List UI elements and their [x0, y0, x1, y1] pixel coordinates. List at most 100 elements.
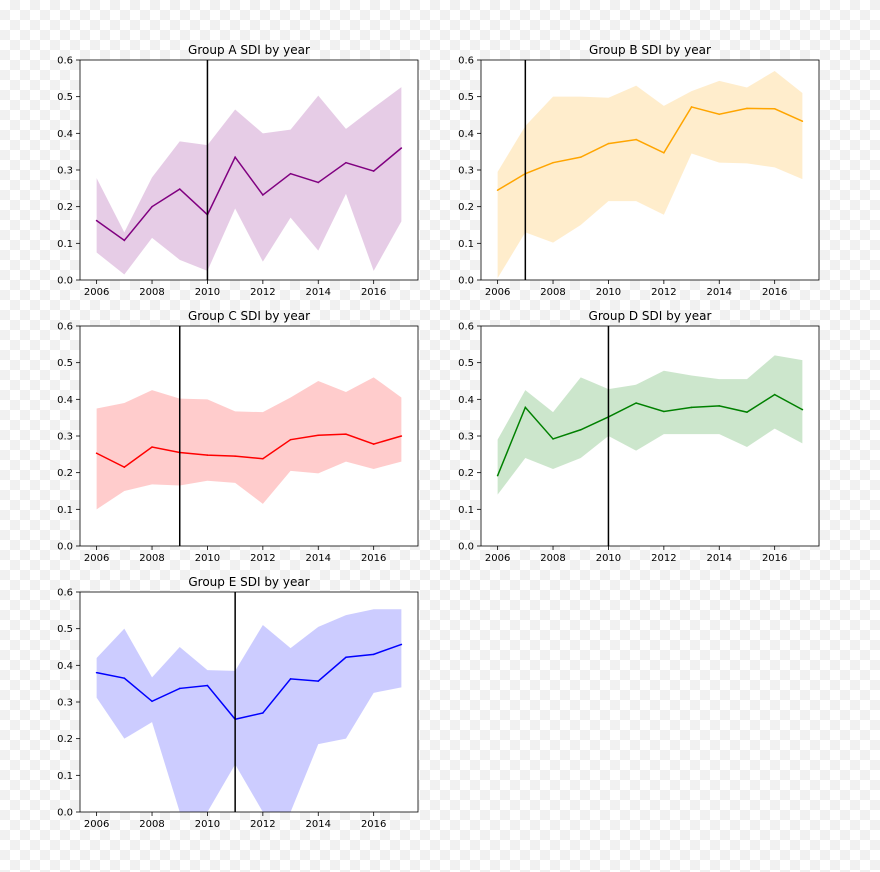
x-tick-label: 2012 [250, 553, 275, 564]
data-point [663, 151, 665, 154]
x-tick-label: 2006 [485, 287, 510, 298]
x-tick-label: 2010 [195, 819, 220, 830]
data-point [801, 408, 804, 411]
data-point [400, 435, 403, 437]
data-point [372, 653, 375, 656]
y-tick-label: 0.0 [57, 276, 73, 287]
y-tick-label: 0.5 [57, 92, 73, 103]
data-point [262, 194, 264, 196]
x-tick-label: 2012 [651, 553, 676, 564]
y-tick-label: 0.1 [57, 505, 73, 516]
data-point [400, 147, 403, 149]
x-tick-label: 2008 [139, 553, 164, 564]
data-point [524, 406, 527, 409]
data-point [206, 454, 209, 456]
y-tick-label: 0.0 [57, 808, 73, 819]
y-tick-label: 0.4 [458, 129, 474, 140]
data-point [95, 219, 98, 222]
y-tick-label: 0.5 [57, 624, 73, 635]
x-tick-label: 2010 [195, 287, 220, 298]
y-tick-label: 0.6 [57, 588, 73, 599]
data-point [690, 106, 693, 108]
x-tick-label: 2016 [762, 553, 787, 564]
y-tick-label: 0.3 [57, 166, 73, 177]
plot-area [80, 60, 418, 280]
data-point [579, 428, 582, 431]
x-tick-label: 2014 [707, 287, 732, 298]
data-point [552, 438, 554, 440]
x-tick-label: 2010 [596, 287, 621, 298]
plot-area [481, 60, 819, 280]
mean-line [96, 433, 402, 469]
x-tick-label: 2010 [195, 553, 220, 564]
y-tick-label: 0.5 [57, 358, 73, 369]
x-tick-label: 2006 [84, 553, 109, 564]
x-tick-label: 2016 [762, 287, 787, 298]
data-point [579, 156, 582, 158]
data-point [178, 687, 181, 690]
confidence-band [96, 87, 402, 275]
y-tick-label: 0.2 [458, 468, 474, 479]
data-point [773, 393, 776, 396]
chart-panel-3: 2006 2008 2010 2012 2014 2016 0.0 0.1 0.2 0.3 0.4 0… [458, 309, 820, 564]
data-point [607, 142, 610, 145]
data-point [151, 446, 153, 448]
data-point [635, 402, 637, 404]
x-tick-label: 2006 [84, 287, 109, 298]
confidence-band [497, 355, 803, 495]
data-point [289, 172, 292, 175]
data-point [663, 410, 665, 413]
x-tick-label: 2008 [540, 553, 565, 564]
data-point [635, 138, 637, 141]
y-tick-label: 0.4 [458, 395, 474, 406]
plot-area [80, 326, 418, 546]
y-tick-label: 0.1 [458, 239, 474, 250]
mean-line [497, 106, 803, 191]
mean-line [96, 147, 402, 242]
chart-panel-0: 2006 2008 2010 2012 2014 2016 0.0 0.1 0.2 0.3 0.4 0… [57, 43, 419, 298]
confidence-band [96, 377, 402, 510]
chart-title: Group C SDI by year [188, 309, 310, 323]
x-tick-label: 2014 [306, 553, 331, 564]
y-tick-label: 0.0 [458, 542, 474, 553]
data-point [151, 205, 153, 208]
y-tick-label: 0.3 [57, 698, 73, 709]
data-point [289, 438, 292, 441]
data-point [262, 712, 264, 714]
data-point [372, 443, 375, 445]
data-point [718, 405, 721, 407]
plot-area [80, 592, 418, 812]
data-point [123, 677, 126, 679]
data-point [773, 107, 776, 110]
y-tick-label: 0.4 [57, 661, 73, 672]
x-tick-label: 2006 [485, 553, 510, 564]
x-tick-label: 2012 [250, 819, 275, 830]
data-point [317, 181, 320, 184]
data-point [746, 411, 748, 413]
data-point [801, 120, 804, 123]
y-tick-label: 0.3 [57, 432, 73, 443]
y-tick-label: 0.6 [57, 56, 73, 67]
plot-area [481, 326, 819, 546]
x-tick-label: 2014 [707, 553, 732, 564]
y-tick-label: 0.2 [57, 734, 73, 745]
y-tick-label: 0.6 [57, 322, 73, 333]
data-point [317, 680, 320, 682]
data-point [262, 457, 264, 460]
data-point [178, 188, 181, 190]
chart-title: Group E SDI by year [188, 575, 309, 589]
data-point [123, 466, 126, 468]
mean-line [496, 393, 803, 476]
confidence-band [96, 609, 402, 812]
data-point [372, 170, 375, 172]
data-point [123, 239, 126, 242]
x-tick-label: 2008 [139, 287, 164, 298]
y-tick-label: 0.0 [458, 276, 474, 287]
y-tick-label: 0.2 [57, 202, 73, 213]
chart-panel-2: 2006 2008 2010 2012 2014 2016 0.0 0.1 0.2 0.3 0.4 0… [57, 309, 419, 564]
data-point [345, 433, 347, 435]
data-point [289, 678, 292, 680]
y-tick-label: 0.1 [57, 771, 73, 782]
data-point [206, 684, 209, 687]
